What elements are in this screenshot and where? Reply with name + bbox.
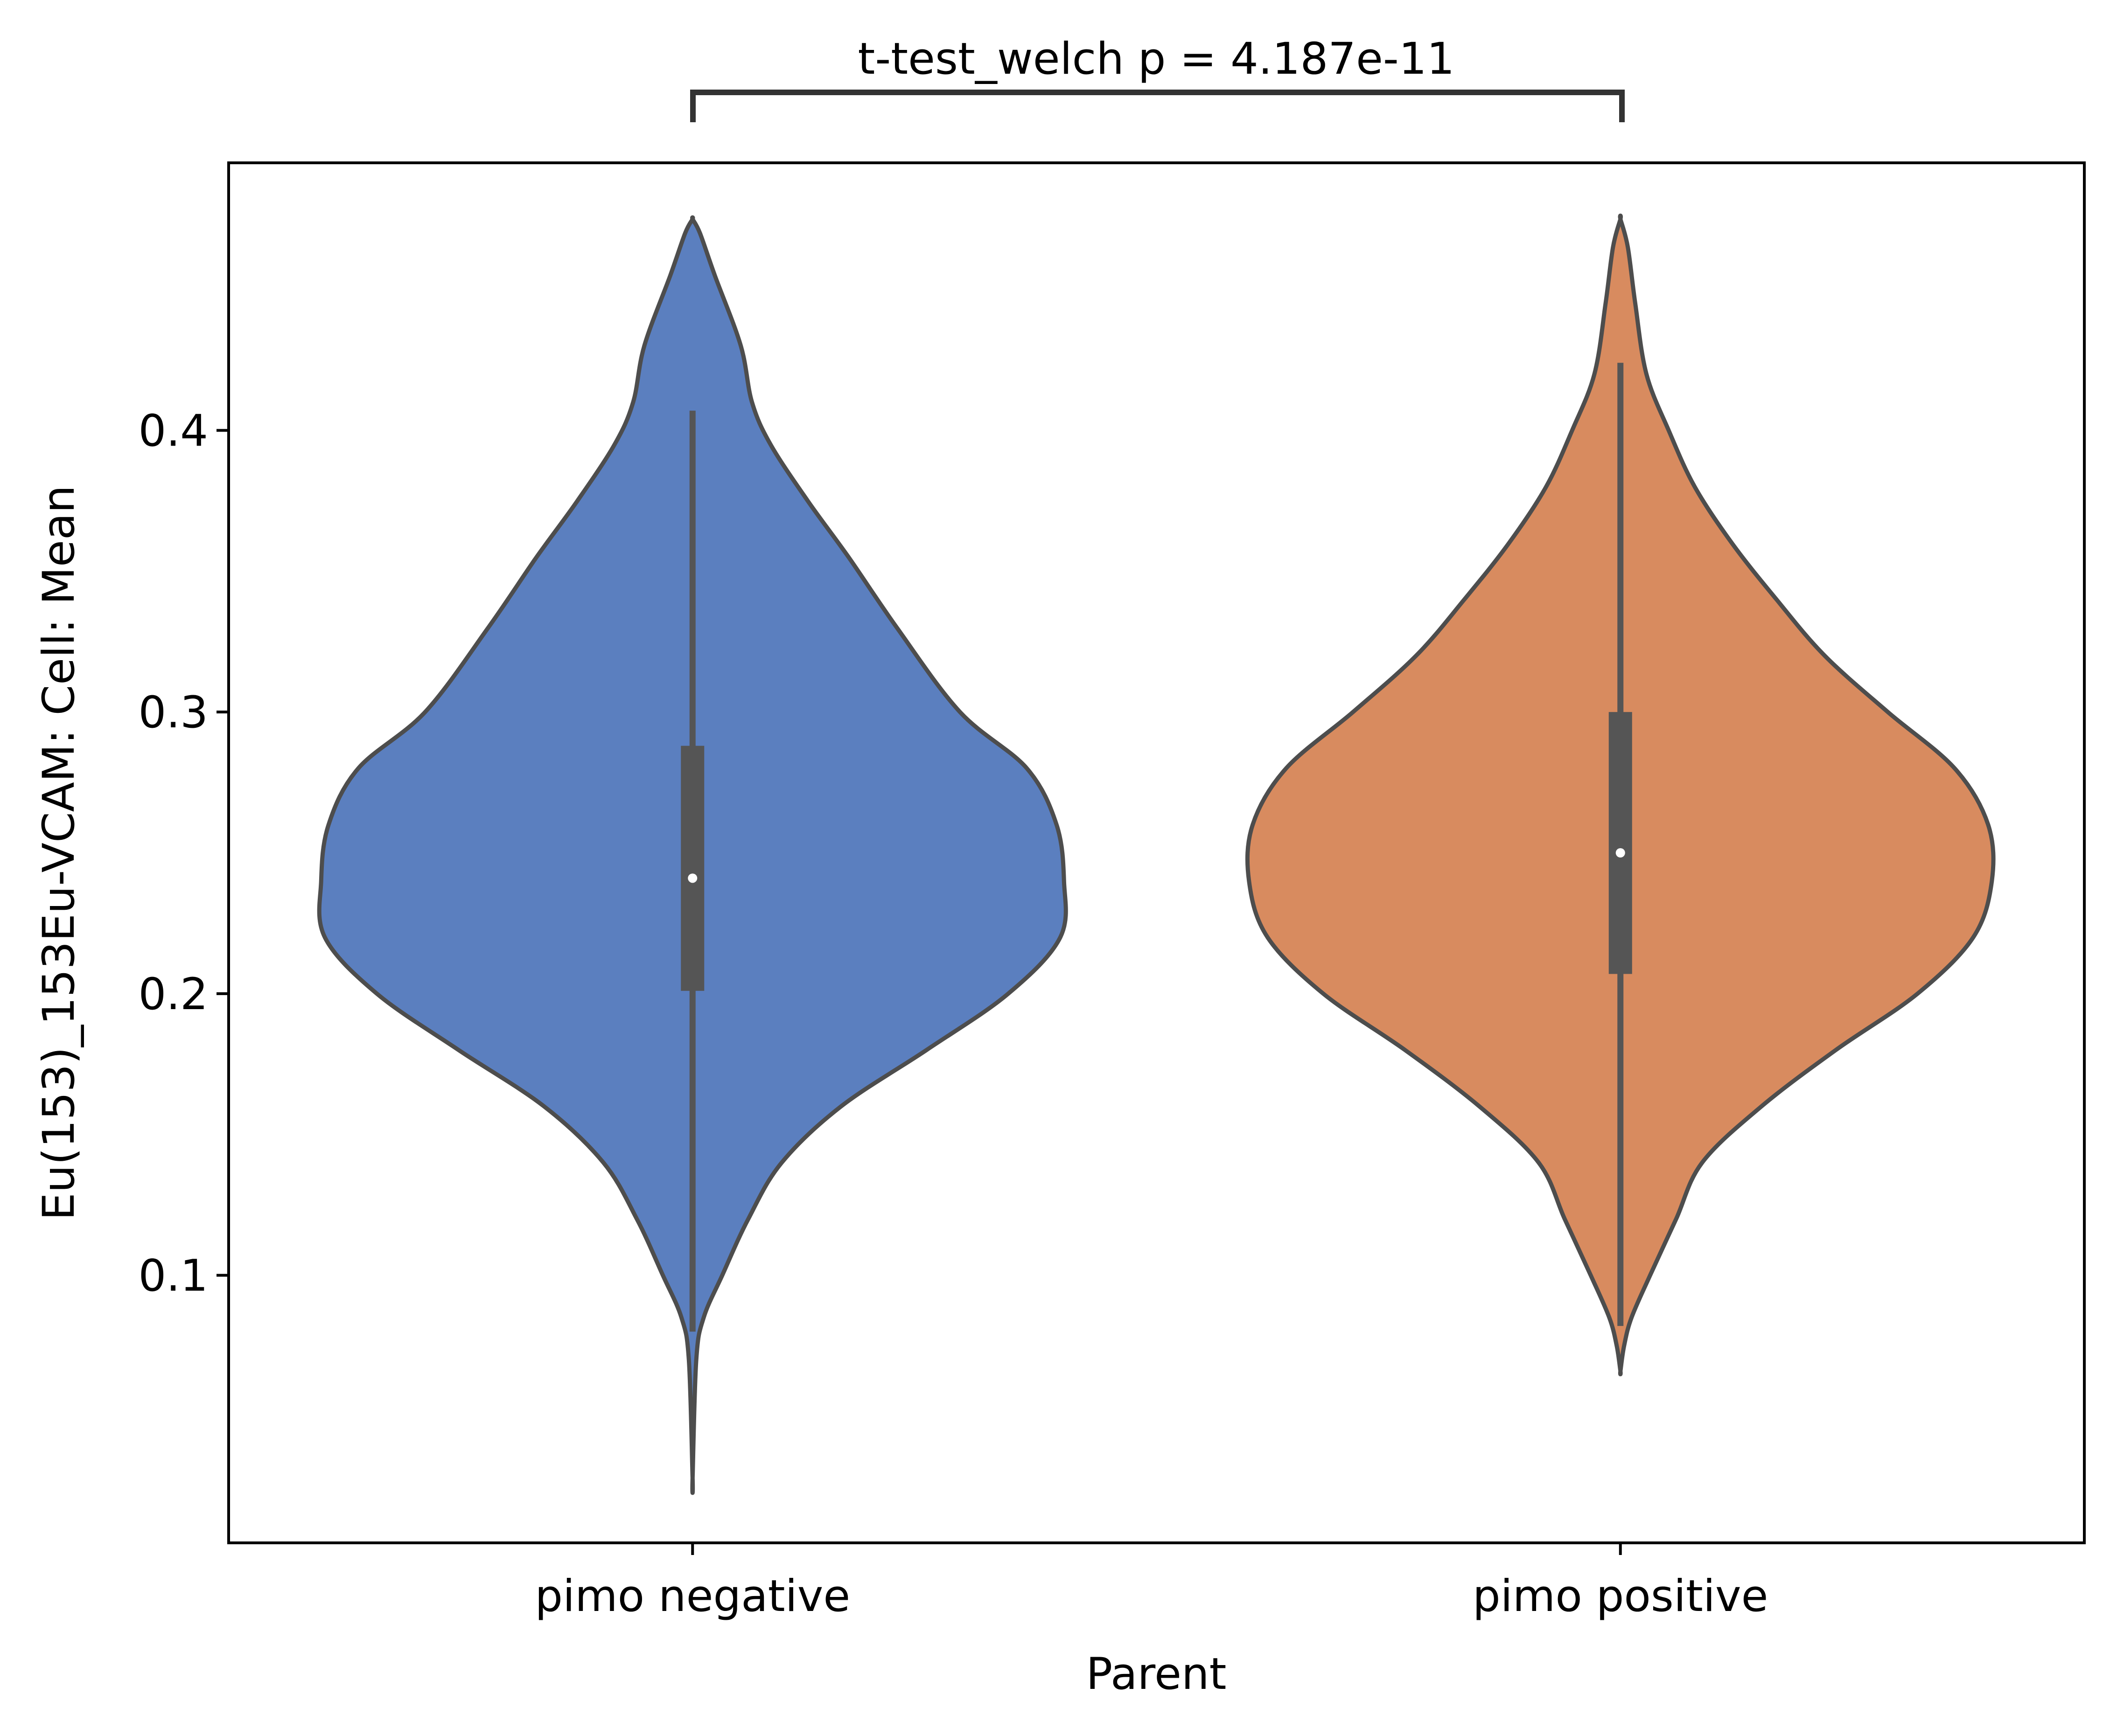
y-tick-label-0.4: 0.4 <box>139 405 209 456</box>
x-tick-label-pimo-negative: pimo negative <box>535 1571 850 1622</box>
x-tick-label-pimo-positive: pimo positive <box>1473 1571 1768 1622</box>
y-tick-label-0.3: 0.3 <box>139 687 209 738</box>
violin-pimo-positive <box>1245 213 1996 1377</box>
y-tick-label-0.2: 0.2 <box>139 969 209 1020</box>
iqr-box-pimo-negative <box>681 746 705 991</box>
violin-pimo-negative <box>317 215 1068 1495</box>
axes-frame <box>227 161 2086 1544</box>
y-tick-label-0.1: 0.1 <box>139 1251 209 1302</box>
y-axis-label: Eu(153)_153Eu-VCAM: Cell: Mean <box>34 485 84 1220</box>
median-marker-pimo-positive <box>1615 848 1625 858</box>
significance-annotation: t-test_welch p = 4.187e-11 <box>858 34 1455 84</box>
median-marker-pimo-negative <box>688 873 698 883</box>
iqr-box-pimo-positive <box>1608 712 1632 974</box>
axes-layer: 0.1 0.2 0.3 0.4 pimo negative pimo positive <box>139 405 1768 1622</box>
significance-bracket <box>690 90 1625 122</box>
x-axis-label: Parent <box>1086 1649 1227 1700</box>
violins <box>317 213 1996 1495</box>
